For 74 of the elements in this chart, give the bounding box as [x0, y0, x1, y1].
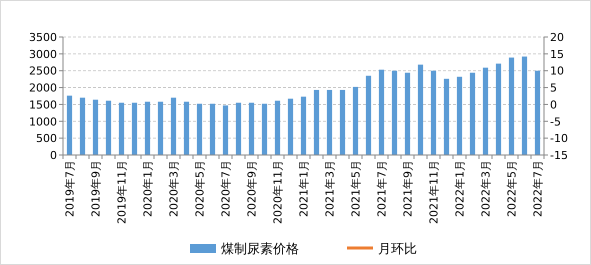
bar — [340, 90, 346, 155]
bar — [222, 105, 228, 155]
bar — [210, 104, 216, 155]
x-tick-label: 2020年11月 — [272, 160, 284, 224]
x-tick-label: 2021年1月 — [298, 160, 310, 217]
y-tick-label: 2000 — [29, 82, 57, 95]
bar — [508, 58, 514, 155]
bar — [144, 102, 150, 155]
x-tick-label: 2020年7月 — [220, 160, 232, 217]
y2-tick-label: -10 — [550, 132, 568, 146]
y2-tick-label: 5 — [550, 82, 557, 95]
bar — [534, 70, 540, 155]
bar — [170, 98, 176, 155]
y2-tick-label: -15 — [550, 149, 568, 162]
bar — [392, 70, 398, 155]
bar — [352, 86, 358, 155]
bar — [496, 64, 502, 155]
bar — [366, 76, 372, 155]
y-tick-label: 0 — [50, 149, 57, 162]
x-tick-label: 2019年11月 — [116, 160, 128, 224]
x-tick-label: 2020年1月 — [142, 160, 154, 217]
bar — [288, 98, 294, 155]
legend-label: 煤制尿素价格 — [221, 242, 299, 257]
bar — [92, 100, 98, 155]
bar — [132, 102, 138, 155]
bar — [106, 100, 112, 155]
x-tick-label: 2021年11月 — [428, 160, 440, 224]
bar — [66, 96, 72, 155]
y2-tick-label: 0 — [550, 98, 557, 112]
y2-tick-label: -5 — [550, 115, 561, 128]
bar — [456, 76, 462, 155]
bar — [196, 104, 202, 155]
bar — [262, 104, 268, 155]
bar — [482, 68, 488, 155]
y-tick-label: 1000 — [29, 115, 57, 128]
bar — [236, 102, 242, 155]
y-tick-label: 1500 — [29, 98, 57, 112]
y2-tick-label: 10 — [550, 64, 564, 78]
bar — [522, 56, 528, 155]
x-tick-label: 2022年7月 — [532, 160, 544, 217]
bar — [444, 78, 450, 155]
y-tick-label: 3500 — [29, 31, 57, 44]
bar — [470, 72, 476, 155]
bar — [158, 102, 164, 155]
x-tick-label: 2022年5月 — [506, 160, 518, 217]
x-tick-label: 2020年3月 — [168, 160, 180, 217]
y-tick-label: 500 — [36, 132, 57, 146]
legend-label: 月环比 — [378, 242, 417, 257]
bar — [404, 72, 410, 155]
bar — [184, 102, 190, 155]
bar — [274, 100, 280, 155]
bar — [378, 70, 384, 155]
bar — [326, 90, 332, 155]
x-tick-label: 2020年5月 — [194, 160, 206, 217]
bar — [314, 90, 320, 155]
x-tick-label: 2019年7月 — [64, 160, 76, 217]
x-tick-label: 2022年3月 — [480, 160, 492, 217]
x-tick-label: 2021年5月 — [350, 160, 362, 217]
x-tick-label: 2021年9月 — [402, 160, 414, 217]
bar — [80, 98, 86, 155]
bar — [300, 96, 306, 155]
y2-tick-label: 20 — [550, 31, 564, 44]
y2-tick-label: 15 — [550, 48, 564, 61]
x-tick-label: 2021年7月 — [376, 160, 388, 217]
bar — [418, 64, 424, 155]
x-tick-label: 2022年1月 — [454, 160, 466, 217]
y-tick-label: 3000 — [29, 48, 57, 61]
y-tick-label: 2500 — [29, 64, 57, 78]
x-tick-label: 2020年9月 — [246, 160, 258, 217]
x-tick-label: 2021年3月 — [324, 160, 336, 217]
x-tick-label: 2019年9月 — [90, 160, 102, 217]
bar — [430, 70, 436, 155]
bar — [248, 102, 254, 155]
bar — [118, 102, 124, 155]
